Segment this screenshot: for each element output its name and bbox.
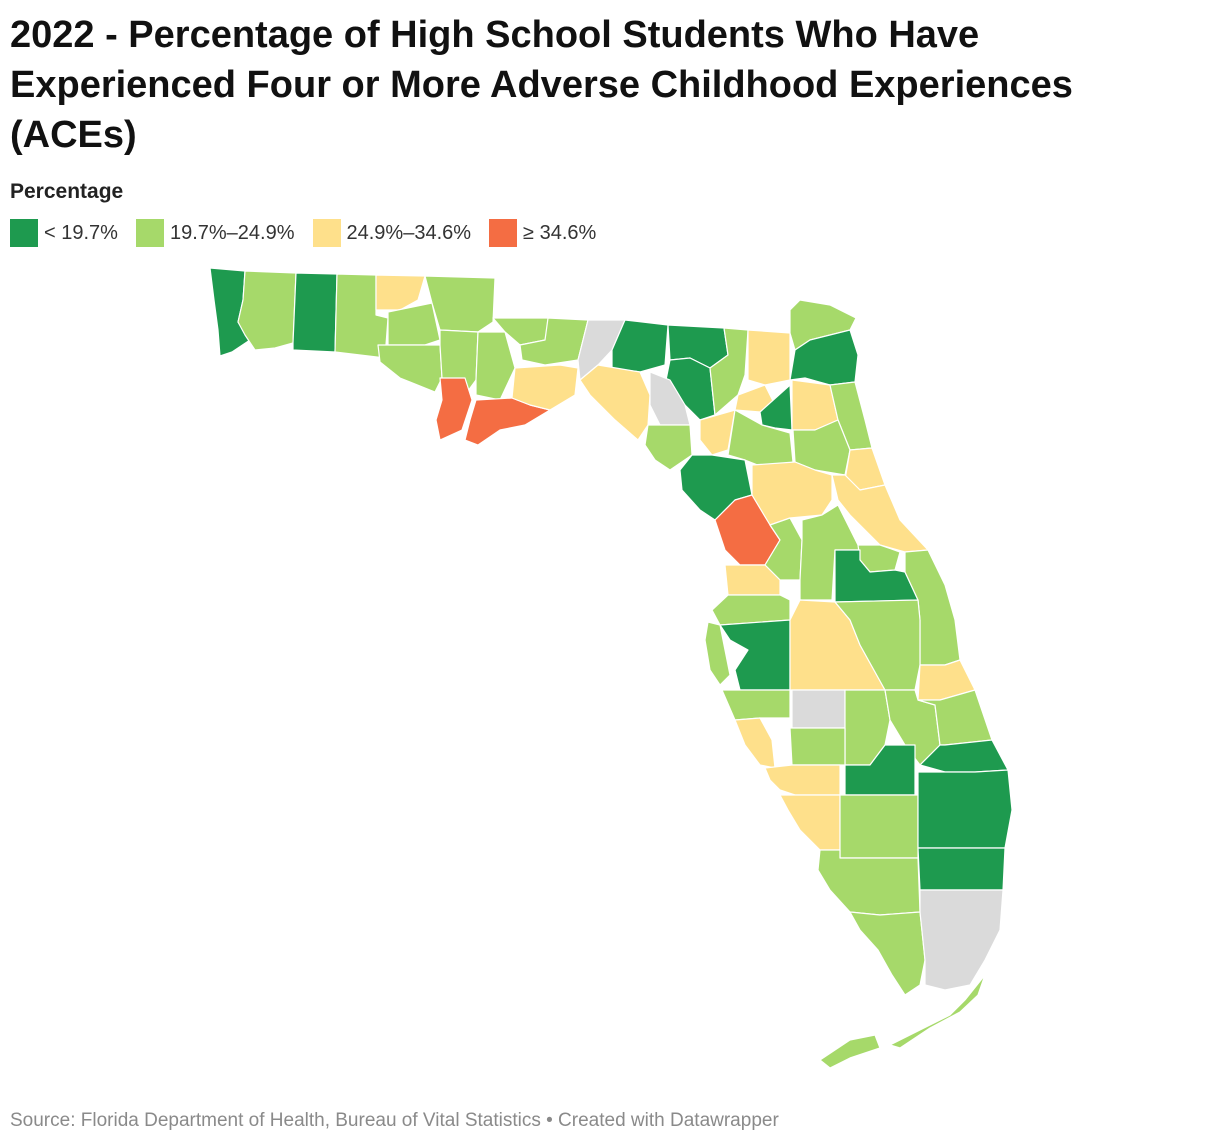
county-gilchrist[interactable] [699, 409, 736, 456]
county-hendry[interactable] [839, 794, 919, 859]
county-holmes[interactable] [375, 274, 426, 311]
legend-item-high: ≥ 34.6% [489, 219, 596, 247]
county-sumter[interactable] [764, 517, 803, 581]
county-miami-dade[interactable] [919, 889, 1004, 991]
county-gulf[interactable] [435, 377, 473, 441]
county-desoto[interactable] [789, 727, 846, 766]
legend-item-mid-low: 19.7%–24.9% [135, 219, 295, 247]
legend-title: Percentage [10, 180, 124, 203]
county-okaloosa[interactable] [292, 272, 338, 353]
county-broward[interactable] [917, 847, 1006, 891]
legend-swatch-mid-low [135, 219, 164, 247]
county-palm-beach[interactable] [917, 769, 1013, 849]
county-dixie[interactable] [644, 424, 693, 471]
county-manatee[interactable] [721, 689, 791, 721]
legend-label-mid-low: 19.7%–24.9% [169, 221, 295, 244]
county-monroe-keys[interactable] [819, 974, 986, 1069]
county-santa-rosa[interactable] [237, 270, 297, 351]
legend-item-low: < 19.7% [10, 219, 118, 247]
county-washington[interactable] [387, 302, 441, 346]
florida-county-map [209, 267, 1013, 1069]
legend: < 19.7% 19.7%–24.9% 24.9%–34.6% ≥ 34.6% [10, 218, 614, 248]
county-liberty[interactable] [475, 331, 516, 401]
county-taylor[interactable] [579, 364, 651, 441]
county-pinellas[interactable] [704, 621, 731, 686]
county-hernando[interactable] [724, 564, 781, 596]
legend-swatch-mid-high [312, 219, 341, 247]
county-baker[interactable] [747, 329, 791, 386]
county-wakulla[interactable] [511, 364, 579, 411]
county-hardee[interactable] [791, 689, 846, 729]
county-sarasota[interactable] [734, 717, 776, 769]
county-collier[interactable] [817, 849, 921, 916]
legend-label-mid-high: 24.9%–34.6% [346, 221, 472, 244]
legend-swatch-low [10, 219, 38, 247]
legend-swatch-high [489, 219, 518, 247]
county-lee[interactable] [779, 794, 841, 851]
chart-title: 2022 - Percentage of High School Student… [10, 14, 1073, 156]
legend-label-low: < 19.7% [44, 221, 118, 244]
legend-item-mid-high: 24.9%–34.6% [312, 219, 472, 247]
source-credit: Source: Florida Department of Health, Bu… [10, 1110, 779, 1131]
county-bradford[interactable] [759, 384, 793, 431]
county-bay[interactable] [377, 344, 443, 393]
legend-label-high: ≥ 34.6% [523, 221, 597, 244]
county-charlotte[interactable] [764, 764, 841, 796]
county-hillsborough[interactable] [719, 619, 791, 691]
county-monroe[interactable] [849, 911, 926, 996]
